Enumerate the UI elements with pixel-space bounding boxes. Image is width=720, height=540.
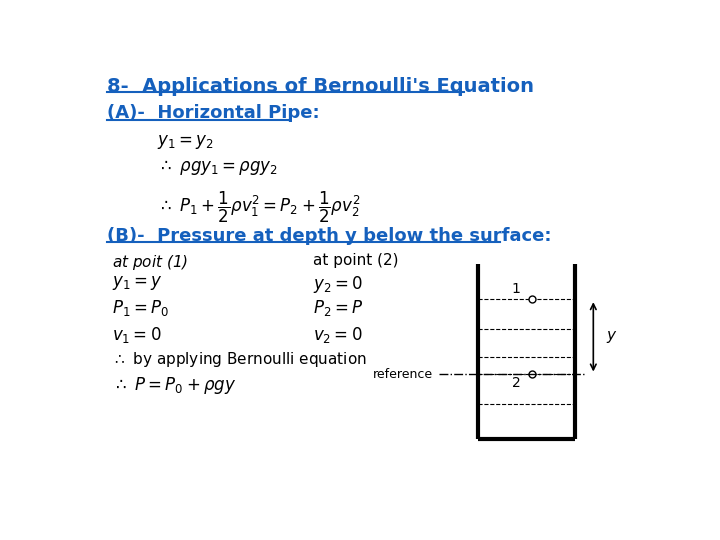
Text: $\therefore\ \rho g y_1 = \rho g y_2$: $\therefore\ \rho g y_1 = \rho g y_2$ (157, 158, 278, 177)
Text: $y$: $y$ (606, 329, 617, 345)
Text: $v_1 = 0$: $v_1 = 0$ (112, 325, 162, 345)
Text: $P_2 = P$: $P_2 = P$ (313, 299, 364, 319)
Text: $\therefore\ P = P_0 + \rho g y$: $\therefore\ P = P_0 + \rho g y$ (112, 375, 237, 396)
Text: $at$ poit (1): $at$ poit (1) (112, 253, 189, 272)
Text: $y_1 = y_2$: $y_1 = y_2$ (157, 133, 214, 151)
Text: 8-  Applications of Bernoulli's Equation: 8- Applications of Bernoulli's Equation (107, 77, 534, 96)
Text: at point (2): at point (2) (313, 253, 399, 268)
Text: $y_1 = y$: $y_1 = y$ (112, 274, 163, 292)
Text: (A)-  Horizontal Pipe:: (A)- Horizontal Pipe: (107, 104, 320, 122)
Text: $P_1 = P_0$: $P_1 = P_0$ (112, 299, 169, 319)
Text: $2$: $2$ (511, 376, 521, 390)
Text: $y_2 = 0$: $y_2 = 0$ (313, 274, 363, 294)
Text: reference: reference (373, 368, 433, 381)
Text: $\therefore\ P_1 + \dfrac{1}{2}\rho v_1^2 = P_2 + \dfrac{1}{2}\rho v_2^2$: $\therefore\ P_1 + \dfrac{1}{2}\rho v_1^… (157, 190, 361, 225)
Text: $1$: $1$ (511, 282, 521, 296)
Text: $\therefore$ by applying Bernoulli equation: $\therefore$ by applying Bernoulli equat… (112, 349, 367, 369)
Text: (B)-  Pressure at depth y below the surface:: (B)- Pressure at depth y below the surfa… (107, 227, 552, 245)
Text: $v_2 = 0$: $v_2 = 0$ (313, 325, 363, 345)
